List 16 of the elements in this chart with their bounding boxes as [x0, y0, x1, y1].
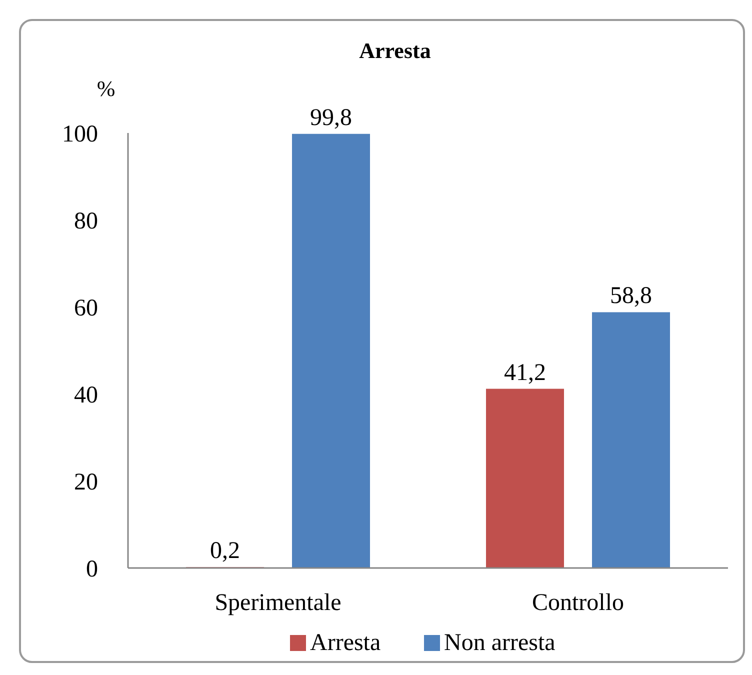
y-tick-label: 100	[62, 121, 98, 148]
data-label: 99,8	[310, 104, 352, 131]
data-label: 0,2	[210, 538, 240, 564]
x-tick-label: Sperimentale	[214, 590, 342, 616]
data-label: 41,2	[504, 360, 546, 386]
y-tick-label: 80	[74, 208, 98, 234]
y-tick-label: 0	[86, 556, 98, 582]
x-tick-label: Controllo	[532, 590, 624, 616]
chart-title: Arresta	[359, 38, 431, 63]
data-label: 58,8	[610, 283, 652, 310]
y-tick-label: 60	[74, 295, 98, 322]
legend-label: Non arresta	[444, 630, 556, 656]
y-axis-title: %	[96, 76, 116, 101]
y-tick-label: 20	[74, 469, 98, 496]
y-tick-label: 40	[74, 382, 98, 408]
legend-label: Arresta	[310, 630, 381, 656]
